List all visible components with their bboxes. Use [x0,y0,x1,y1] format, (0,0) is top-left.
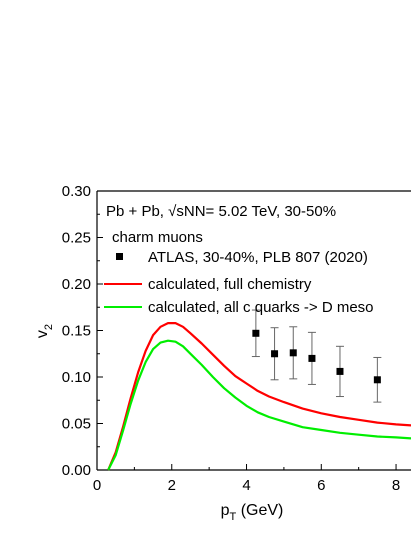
svg-text:v2: v2 [34,324,55,338]
x-axis-label-main: p [221,502,230,519]
system-label: Pb + Pb, √sNN= 5.02 TeV, 30-50% [106,203,336,220]
x-axis-label-sub: T [230,511,237,523]
series-line-2 [107,339,411,471]
legend-label-d-meson: calculated, all c quarks -> D meso [148,299,374,316]
x-tick-label: 8 [392,477,400,494]
y-axis-label-sub: 2 [43,324,55,330]
y-tick-label: 0.30 [62,183,91,200]
x-tick-label: 4 [242,477,250,494]
y-tick-label: 0.10 [62,369,91,386]
data-point [271,350,279,358]
y-axis-label: v2 [34,324,55,338]
legend-label-atlas: ATLAS, 30-40%, PLB 807 (2020) [148,249,368,266]
x-tick-label: 2 [168,477,176,494]
y-tick-label: 0.25 [62,230,91,247]
particle-label: charm muons [112,229,203,246]
y-tick-label: 0.15 [62,323,91,340]
svg-text:pT (GeV): pT (GeV) [221,502,284,523]
ticks: 0.00 0.05 0.10 0.15 0.20 0.25 0.30 0 2 4 6 8 [62,183,400,494]
data-point [252,329,260,337]
y-tick-label: 0.00 [62,462,91,479]
x-tick-label: 6 [317,477,325,494]
x-tick-label: 0 [93,477,101,494]
data-point [336,367,344,375]
data-point [373,376,381,384]
legend: ATLAS, 30-40%, PLB 807 (2020) calculated… [104,249,374,316]
y-axis-label-main: v [34,330,51,338]
x-axis-label: pT (GeV) [221,502,284,523]
plot-area [107,309,411,471]
y-tick-label: 0.05 [62,416,91,433]
series-line-1 [107,322,411,471]
data-point [308,354,316,362]
legend-marker-atlas [116,253,123,260]
data-point [289,349,297,357]
y-tick-label: 0.20 [62,276,91,293]
x-axis-label-rest: (GeV) [236,502,283,519]
legend-label-full-chemistry: calculated, full chemistry [148,276,312,293]
